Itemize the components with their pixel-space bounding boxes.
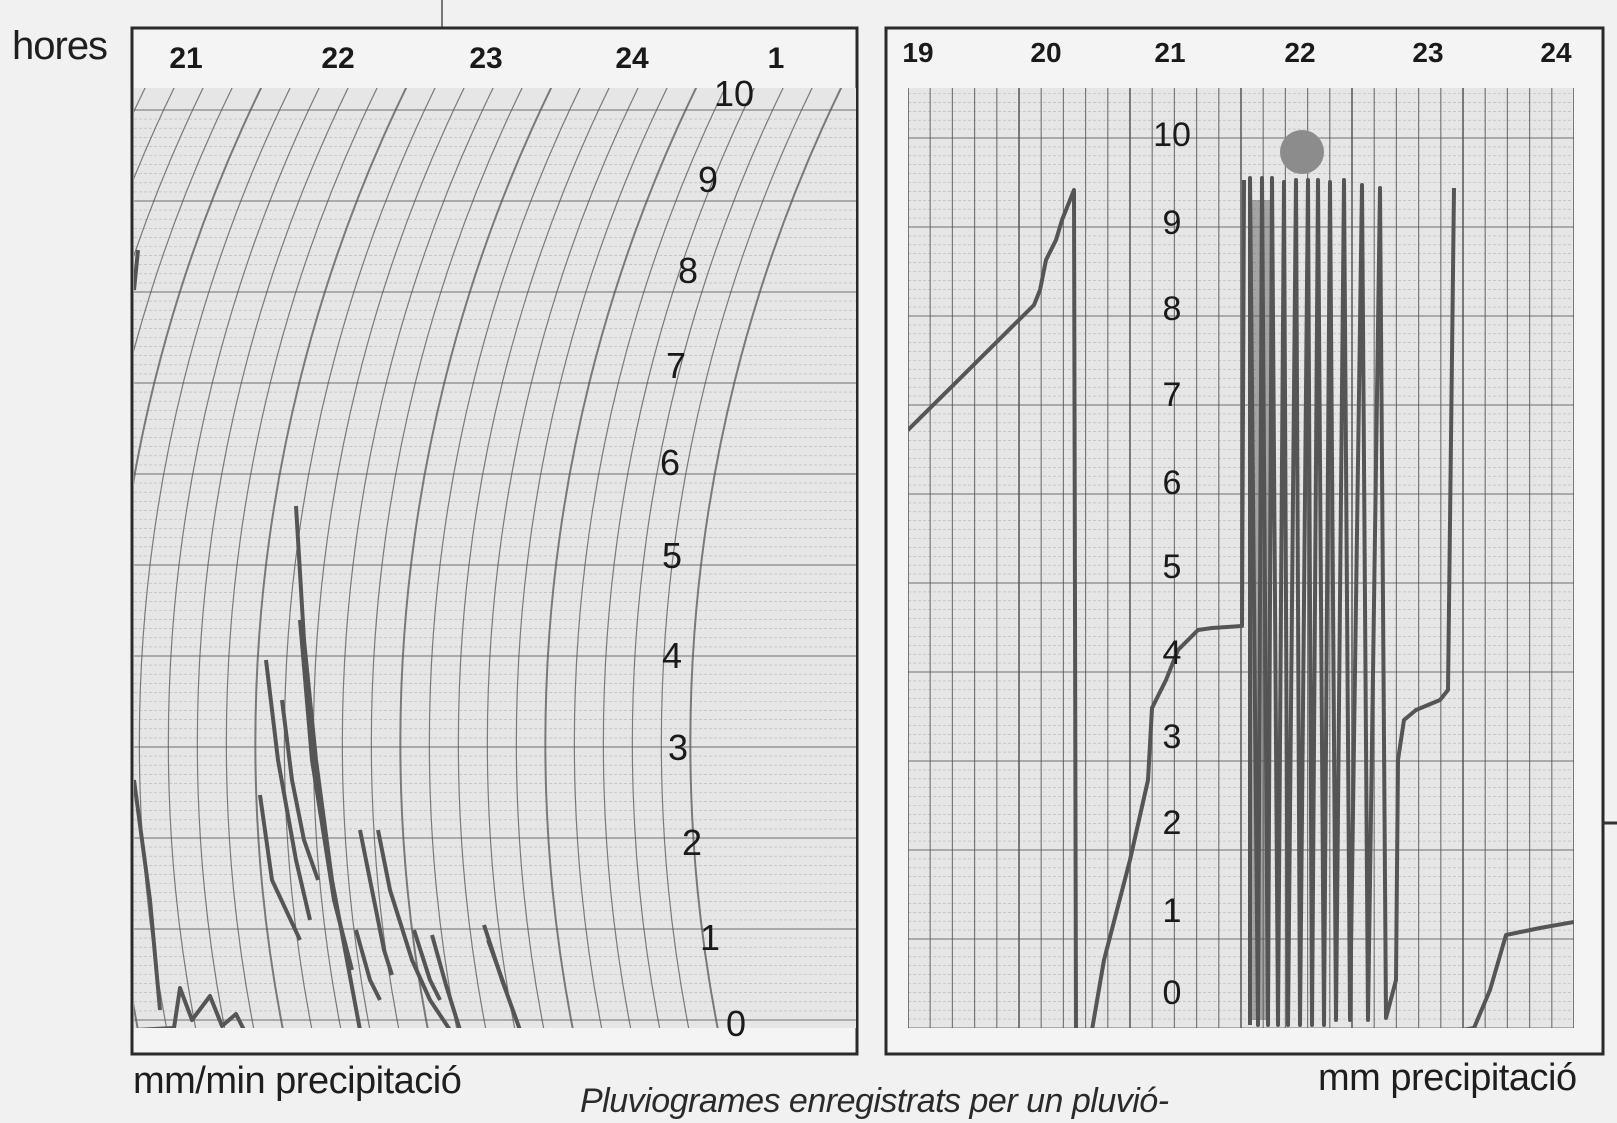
pen-marker-dot — [1280, 130, 1324, 174]
rain-trace — [134, 779, 162, 1011]
time-arc — [134, 88, 233, 352]
time-arc — [196, 88, 349, 1028]
time-arc — [573, 88, 726, 1028]
hour-tick-label: 19 — [902, 37, 933, 68]
scale-tick-label: 9 — [1163, 204, 1182, 242]
hours-label: hores — [12, 24, 108, 68]
time-arc — [0, 60, 72, 1040]
time-arc — [515, 88, 668, 1028]
left-scale-axis: 0 1 2 3 4 5 6 7 8 9 10 — [660, 73, 754, 1044]
hour-tick-label: 24 — [1540, 37, 1572, 68]
rain-trace — [298, 619, 354, 971]
scale-tick-label: 1 — [1163, 892, 1182, 930]
right-axis-footer: mm precipitació — [1318, 1057, 1577, 1099]
scale-tick-label: 7 — [666, 345, 686, 386]
hour-tick-label: 22 — [321, 42, 354, 75]
scale-tick-label: 1 — [700, 917, 720, 958]
left-chart-paper — [134, 88, 856, 1028]
left-chart-traces — [134, 249, 522, 1028]
time-arc — [689, 88, 843, 1028]
left-axis-footer: mm/min precipitació — [133, 1060, 462, 1102]
scale-tick-label: 2 — [1163, 804, 1182, 842]
time-arc — [399, 88, 553, 1028]
time-arc — [428, 88, 581, 1028]
rain-trace — [412, 929, 442, 1001]
scale-tick-label: 3 — [668, 727, 688, 768]
left-hour-axis: 21 22 23 24 1 — [169, 42, 784, 75]
scale-tick-label: 6 — [660, 442, 680, 483]
time-arc — [225, 88, 378, 1028]
scale-tick-label: 0 — [1163, 974, 1182, 1012]
scale-tick-label: 6 — [1163, 464, 1182, 502]
scale-tick-label: 10 — [1153, 116, 1191, 154]
hour-tick-label: 23 — [469, 42, 502, 75]
scale-tick-label: 4 — [662, 635, 682, 676]
figure-caption: Pluviogrames enregistrats per un pluvió- — [580, 1082, 1169, 1120]
dense-trace-band — [1252, 200, 1270, 1020]
rain-trace — [134, 249, 140, 291]
right-hour-axis: 19 20 21 22 23 24 — [902, 37, 1572, 68]
time-arc — [486, 88, 639, 1028]
time-arc — [660, 88, 813, 1028]
hour-tick-label: 1 — [768, 42, 785, 75]
scale-tick-label: 7 — [1163, 376, 1182, 414]
rain-trace — [1248, 176, 1456, 1027]
time-arc — [167, 88, 320, 1028]
time-arc — [254, 88, 408, 1028]
time-arc — [134, 88, 204, 258]
rain-trace — [358, 829, 394, 976]
hour-tick-label: 24 — [615, 42, 649, 75]
hour-tick-label: 20 — [1030, 37, 1061, 68]
time-arc — [544, 88, 698, 1028]
right-chart-traces — [908, 176, 1574, 1028]
left-chart-grid — [0, 60, 856, 1040]
scale-tick-label: 9 — [698, 159, 718, 200]
rain-trace — [258, 794, 302, 941]
rain-trace — [908, 179, 1246, 1028]
hour-tick-label: 21 — [169, 42, 202, 75]
time-arc — [341, 88, 494, 1028]
right-scale-axis: 0 1 2 3 4 5 6 7 8 9 10 — [1153, 116, 1191, 1012]
scale-tick-label: 10 — [714, 73, 754, 114]
scale-tick-label: 8 — [678, 250, 698, 291]
time-arc — [457, 88, 610, 1028]
scale-tick-label: 5 — [662, 535, 682, 576]
hour-tick-label: 23 — [1412, 37, 1443, 68]
time-arc — [134, 88, 263, 1028]
scale-tick-label: 2 — [682, 822, 702, 863]
time-arc — [370, 88, 523, 1028]
time-arc — [312, 88, 465, 1028]
rain-trace — [264, 659, 312, 921]
time-arc — [138, 88, 291, 1028]
time-arc — [0, 60, 130, 1040]
rain-trace — [430, 934, 462, 1028]
scale-tick-label: 5 — [1163, 548, 1182, 586]
time-arc — [602, 88, 755, 1028]
rain-trace — [376, 829, 452, 1028]
rain-trace — [280, 699, 320, 881]
rain-trace — [354, 929, 382, 1001]
rain-trace — [486, 939, 508, 991]
time-arc — [631, 88, 784, 1028]
scale-tick-label: 4 — [1163, 634, 1182, 672]
time-arc — [0, 60, 101, 1040]
scale-tick-label: 0 — [726, 1003, 746, 1044]
scale-tick-label: 3 — [1163, 718, 1182, 756]
hour-tick-label: 22 — [1284, 37, 1315, 68]
rain-trace — [1461, 920, 1574, 1028]
scale-tick-label: 8 — [1163, 290, 1182, 328]
rain-trace — [134, 986, 330, 1028]
hour-tick-label: 21 — [1154, 37, 1185, 68]
